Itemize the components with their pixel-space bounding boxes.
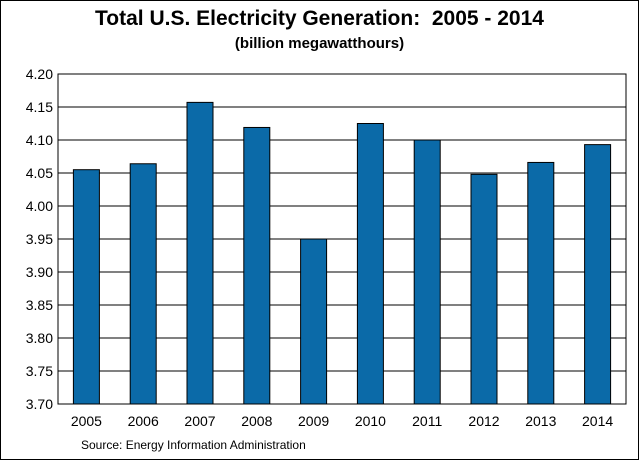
y-tick-label: 3.90 [26, 264, 53, 280]
bar [72, 169, 100, 405]
bar [356, 123, 384, 405]
chart-subtitle: (billion megawatthours) [234, 35, 405, 52]
x-tick-label: 2012 [468, 413, 499, 429]
x-tick-label: 2010 [355, 413, 386, 429]
bar [186, 101, 214, 405]
chart-title: Total U.S. Electricity Generation: 2005 … [95, 7, 544, 30]
x-tick-label: 2005 [71, 413, 102, 429]
y-tick-label: 4.00 [26, 198, 53, 214]
x-tick-label: 2013 [525, 413, 556, 429]
y-tick-label: 3.95 [26, 231, 53, 247]
y-tick-label: 3.70 [26, 396, 53, 412]
bar [470, 173, 498, 405]
y-tick-label: 4.20 [26, 66, 53, 82]
y-tick-label: 4.05 [26, 165, 53, 181]
bar [527, 161, 555, 405]
bar [129, 163, 157, 405]
bar [413, 139, 441, 405]
bar [300, 238, 328, 405]
bar [243, 126, 271, 405]
x-tick-label: 2011 [412, 413, 442, 429]
x-tick-label: 2008 [241, 413, 272, 429]
y-tick-label: 4.15 [26, 99, 53, 115]
y-tick-label: 3.75 [26, 363, 53, 379]
x-tick-label: 2007 [184, 413, 215, 429]
y-tick-label: 3.85 [26, 297, 53, 313]
x-tick-label: 2009 [298, 413, 329, 429]
plot-area [57, 73, 627, 405]
bar [584, 144, 612, 405]
y-tick-label: 3.80 [26, 330, 53, 346]
y-tick-label: 4.10 [26, 132, 53, 148]
x-tick-label: 2014 [582, 413, 613, 429]
source-note: Source: Energy Information Administratio… [81, 438, 306, 452]
x-tick-label: 2006 [128, 413, 159, 429]
